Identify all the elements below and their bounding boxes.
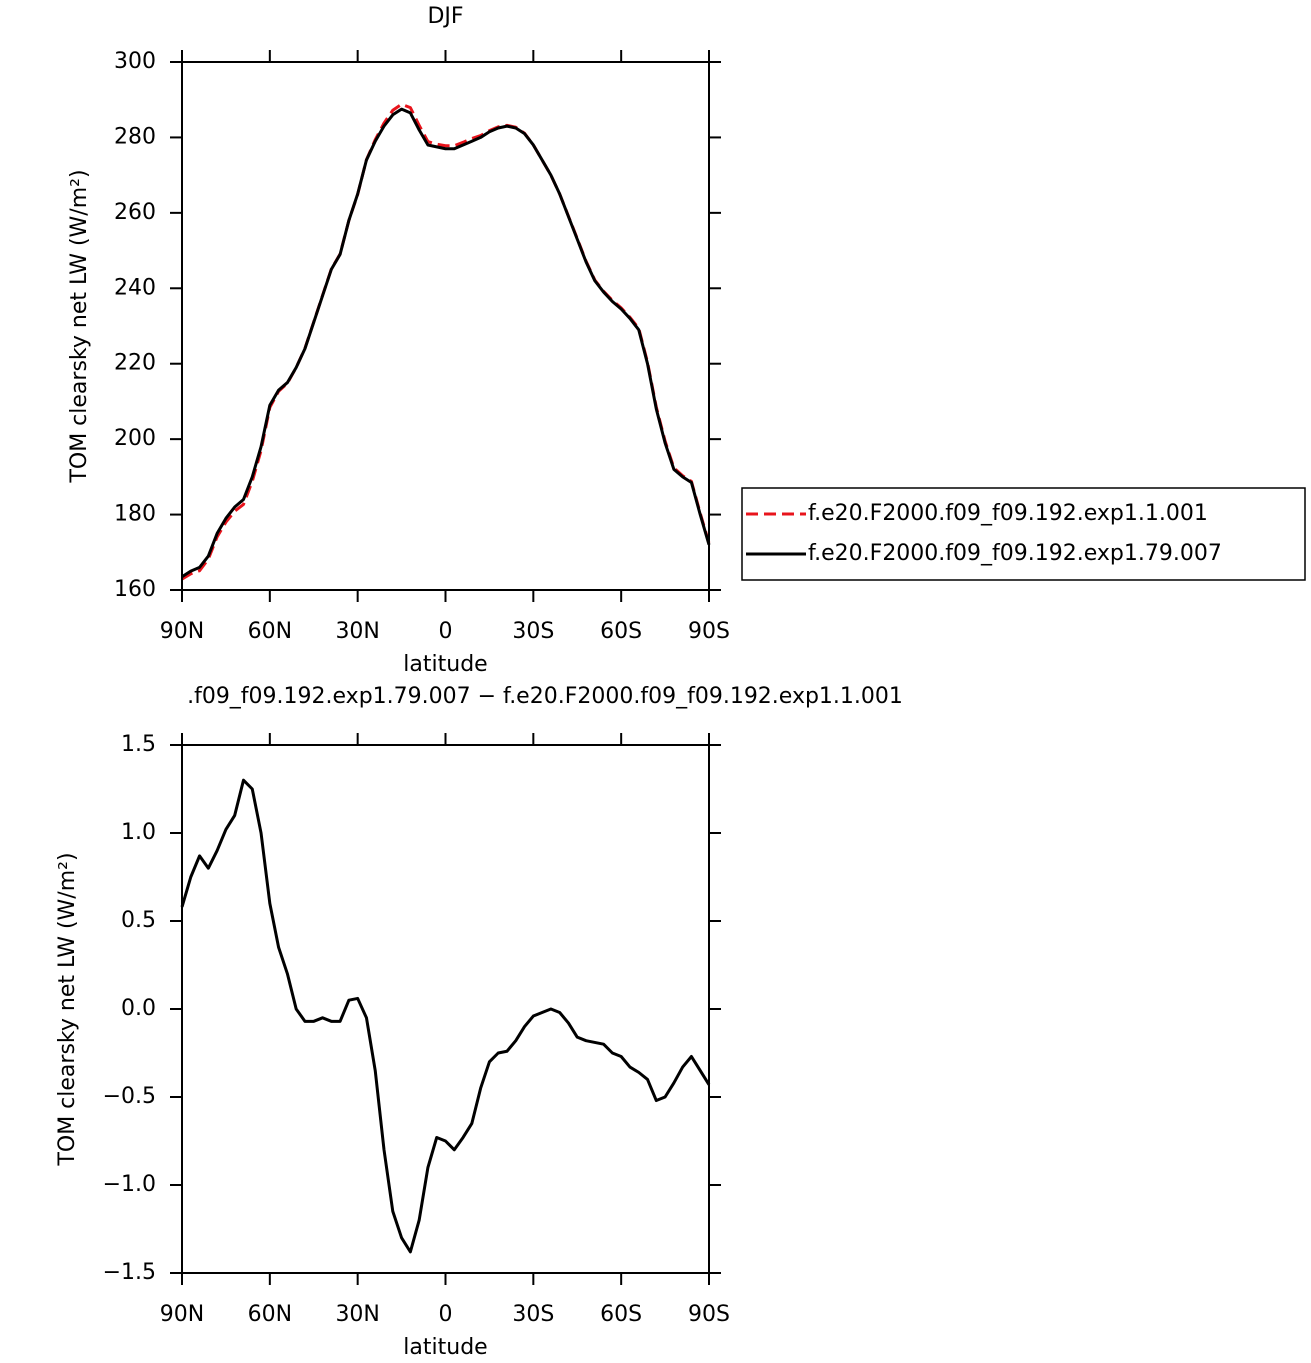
- y-tick-label: 160: [114, 577, 156, 602]
- y-tick-label: 200: [114, 426, 156, 451]
- x-axis-label: latitude: [403, 652, 487, 677]
- y-tick-label: 1.0: [121, 820, 156, 845]
- data-line: [181, 107, 711, 579]
- x-tick-label: 90N: [160, 1302, 204, 1327]
- x-tick-label: 90S: [688, 1302, 730, 1327]
- y-tick-label: 0.5: [121, 908, 156, 933]
- x-tick-label: 60N: [248, 619, 292, 644]
- y-tick-label: 220: [114, 351, 156, 376]
- data-line: [181, 102, 711, 581]
- y-axis-label: TOM clearsky net LW (W/m²): [67, 169, 92, 483]
- y-tick-label: −1.0: [103, 1172, 156, 1197]
- x-tick-label: 0: [439, 1302, 453, 1327]
- chart-title: .f09_f09.192.exp1.79.007 − f.e20.F2000.f…: [187, 684, 903, 709]
- x-tick-label: 90S: [688, 619, 730, 644]
- y-tick-label: 1.5: [121, 732, 156, 757]
- y-tick-label: 240: [114, 275, 156, 300]
- x-tick-label: 60N: [248, 1302, 292, 1327]
- legend-label: f.e20.F2000.f09_f09.192.exp1.79.007: [808, 541, 1222, 566]
- legend-label: f.e20.F2000.f09_f09.192.exp1.1.001: [808, 501, 1208, 526]
- plot-frame: [181, 61, 710, 591]
- x-tick-label: 30N: [335, 619, 379, 644]
- y-tick-label: 280: [114, 124, 156, 149]
- y-tick-label: 180: [114, 502, 156, 527]
- y-tick-label: −0.5: [103, 1084, 156, 1109]
- x-tick-label: 60S: [600, 619, 642, 644]
- x-tick-label: 30N: [335, 1302, 379, 1327]
- data-line: [180, 778, 711, 1254]
- y-tick-label: 260: [114, 200, 156, 225]
- y-tick-label: 300: [114, 49, 156, 74]
- x-tick-label: 60S: [600, 1302, 642, 1327]
- plot-frame: [181, 744, 710, 1274]
- x-tick-label: 90N: [160, 619, 204, 644]
- x-tick-label: 30S: [512, 619, 554, 644]
- x-tick-label: 0: [439, 619, 453, 644]
- y-tick-label: 0.0: [121, 996, 156, 1021]
- chart-title: DJF: [427, 4, 463, 29]
- x-axis-label: latitude: [403, 1335, 487, 1360]
- y-tick-label: −1.5: [103, 1260, 156, 1285]
- x-tick-label: 30S: [512, 1302, 554, 1327]
- y-axis-label: TOM clearsky net LW (W/m²): [55, 852, 80, 1166]
- legend-box: [741, 487, 1306, 581]
